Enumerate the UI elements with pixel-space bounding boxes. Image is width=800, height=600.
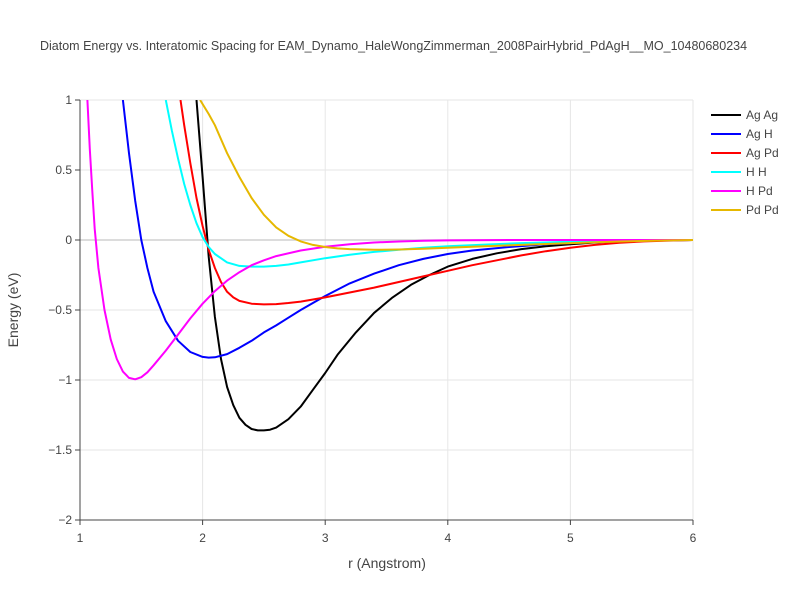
- legend-label: Ag Ag: [746, 108, 778, 122]
- x-tick-label: 4: [444, 531, 451, 545]
- legend-label: Pd Pd: [746, 203, 779, 217]
- legend-item-pd-pd[interactable]: Pd Pd: [711, 203, 779, 217]
- series-line-ag-pd: [179, 100, 693, 306]
- x-tick-labels: 1 2 3 4 5 6: [77, 531, 697, 545]
- legend-item-ag-ag[interactable]: Ag Ag: [711, 108, 778, 122]
- chart-title: Diatom Energy vs. Interatomic Spacing fo…: [40, 39, 747, 53]
- x-tick-label: 5: [567, 531, 574, 545]
- legend-label: Ag H: [746, 127, 773, 141]
- x-tick-label: 2: [199, 531, 206, 545]
- y-tick-label: −0.5: [48, 303, 72, 317]
- series-line-h-h: [164, 100, 693, 268]
- x-tick-label: 6: [690, 531, 697, 545]
- legend-item-ag-h[interactable]: Ag H: [711, 127, 773, 141]
- legend-label: H H: [746, 165, 767, 179]
- series-line-pd-pd: [199, 100, 693, 251]
- x-tick-label: 3: [322, 531, 329, 545]
- series-lines: [86, 100, 693, 432]
- legend-item-h-h[interactable]: H H: [711, 165, 767, 179]
- x-tick-label: 1: [77, 531, 84, 545]
- y-tick-label: 0: [65, 233, 72, 247]
- legend-label: Ag Pd: [746, 146, 779, 160]
- legend-item-h-pd[interactable]: H Pd: [711, 184, 773, 198]
- series-line-h-pd: [86, 100, 693, 381]
- series-line-ag-h: [121, 100, 693, 359]
- y-tick-labels: −2 −1.5 −1 −0.5 0 0.5 1: [48, 93, 72, 527]
- legend-item-ag-pd[interactable]: Ag Pd: [711, 146, 779, 160]
- legend-label: H Pd: [746, 184, 773, 198]
- legend[interactable]: Ag Ag Ag H Ag Pd H H H Pd Pd Pd: [711, 108, 779, 217]
- y-tick-label: 1: [65, 93, 72, 107]
- y-axis-title: Energy (eV): [5, 273, 21, 348]
- grid-lines: [80, 99, 694, 520]
- y-tick-label: −1: [58, 373, 72, 387]
- axes: [75, 99, 694, 525]
- y-tick-label: −1.5: [48, 443, 72, 457]
- y-tick-label: −2: [58, 513, 72, 527]
- y-tick-label: 0.5: [55, 163, 72, 177]
- x-axis-title: r (Angstrom): [348, 555, 426, 571]
- series-line-ag-ag: [195, 100, 693, 432]
